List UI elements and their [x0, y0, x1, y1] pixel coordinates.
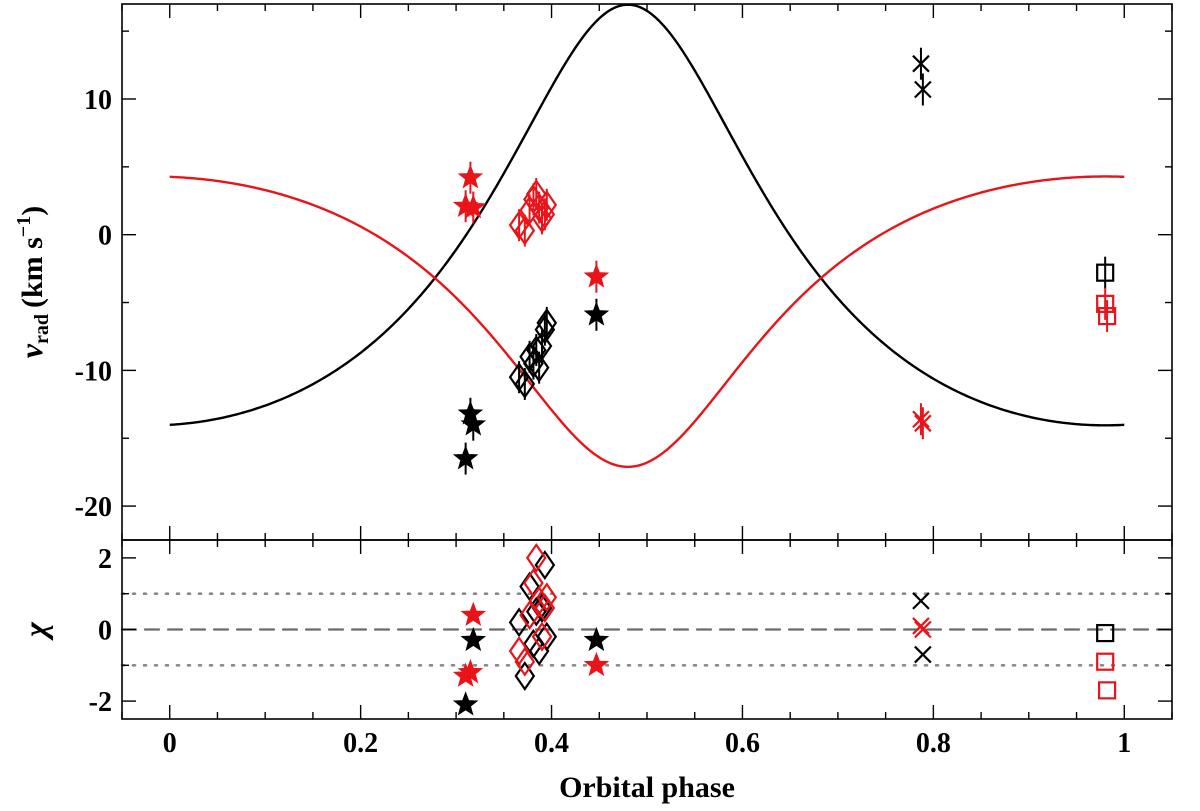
primary-square-point	[1096, 623, 1115, 643]
primary-diamond-point	[508, 607, 530, 638]
primary-diamond-point	[514, 661, 536, 691]
ylabel-var: v	[13, 343, 49, 358]
primary-diamond-point	[534, 550, 556, 580]
secondary-square-point	[1097, 681, 1117, 700]
x-tick-label: 0.2	[343, 728, 378, 759]
top-panel-data-points	[452, 47, 1117, 475]
primary-diamond-point	[536, 621, 558, 652]
secondary-diamond-point	[536, 582, 558, 613]
primary-diamond-point	[525, 596, 547, 627]
secondary-star-point	[460, 194, 487, 219]
primary-diamond-point	[519, 571, 540, 602]
ylabel-sub: rad	[31, 314, 53, 344]
secondary-cross-point	[912, 410, 930, 429]
primary-star-point	[452, 445, 479, 470]
y-tick-label: -2	[89, 687, 112, 718]
primary-star-point	[583, 626, 610, 652]
y-tick-label: -10	[75, 356, 112, 387]
ylabel-close: )	[16, 206, 49, 216]
secondary-orbit-curve	[169, 175, 1125, 469]
primary-diamond-point	[514, 369, 536, 399]
primary-orbit-curve	[169, 3, 1125, 427]
secondary-diamond-point	[536, 189, 558, 220]
x-tick-label: 0.4	[534, 728, 569, 759]
ylabel-units: (km s	[16, 237, 49, 308]
secondary-star-point	[460, 601, 487, 627]
secondary-star-point	[583, 263, 610, 288]
secondary-cross-point	[914, 414, 932, 433]
bottom-panel-frame	[121, 539, 1173, 720]
secondary-square-point	[1096, 294, 1115, 313]
primary-star-point	[457, 400, 484, 425]
secondary-diamond-point	[531, 621, 553, 652]
primary-square-point	[1096, 263, 1115, 282]
top-y-axis-title: vrad (km s−1)	[13, 206, 53, 358]
y-tick-label: -20	[75, 492, 112, 523]
secondary-diamond-point	[519, 600, 540, 631]
x-axis-title: Orbital phase	[559, 771, 735, 804]
secondary-star-point	[457, 164, 484, 189]
y-tick-label: 10	[84, 85, 112, 116]
ylabel-exp: −1	[13, 216, 35, 237]
x-tick-label: 0	[163, 728, 177, 759]
primary-star-point	[583, 301, 610, 326]
bottom-y-axis-title: χ	[17, 621, 53, 641]
primary-diamond-point	[531, 331, 553, 361]
x-tick-label: 0.6	[725, 728, 760, 759]
primary-cross-point	[914, 80, 932, 99]
secondary-diamond-point	[523, 568, 544, 598]
x-tick-label: 0.8	[916, 728, 951, 759]
secondary-diamond-point	[525, 542, 547, 573]
y-tick-label: 0	[98, 616, 112, 647]
secondary-diamond-point	[514, 646, 536, 677]
secondary-diamond-point	[525, 179, 547, 209]
primary-diamond-point	[531, 593, 553, 623]
secondary-diamond-point	[514, 215, 536, 246]
secondary-cross-point	[912, 617, 930, 635]
primary-star-point	[460, 411, 487, 436]
primary-cross-point	[912, 592, 930, 610]
primary-star-point	[460, 626, 487, 652]
x-tick-labels: 0 0.2 0.4 0.6 0.8 1	[163, 728, 1132, 759]
radial-velocity-panel: -20 -10 0 10	[75, 3, 1173, 541]
residuals-panel: -2 0 2	[89, 539, 1174, 720]
x-tick-label: 1	[1117, 728, 1131, 759]
secondary-diamond-point	[508, 636, 530, 666]
top-panel-frame	[121, 3, 1173, 541]
y-tick-label: 0	[98, 221, 112, 252]
primary-cross-point	[912, 54, 930, 73]
primary-diamond-point	[528, 352, 550, 383]
orbit-model-curves	[169, 3, 1125, 469]
y-tick-label: 2	[98, 544, 112, 575]
secondary-square-point	[1096, 652, 1115, 671]
top-panel-ticks: -20 -10 0 10	[75, 4, 1173, 540]
primary-cross-point	[914, 645, 932, 664]
bottom-panel-data-points	[452, 542, 1117, 716]
primary-diamond-point	[536, 307, 558, 338]
secondary-cross-point	[914, 620, 932, 639]
primary-star-point	[452, 691, 479, 716]
secondary-star-point	[457, 659, 484, 684]
secondary-square-point	[1097, 307, 1117, 326]
secondary-star-point	[583, 651, 610, 677]
residual-reference-lines	[120, 592, 1174, 667]
